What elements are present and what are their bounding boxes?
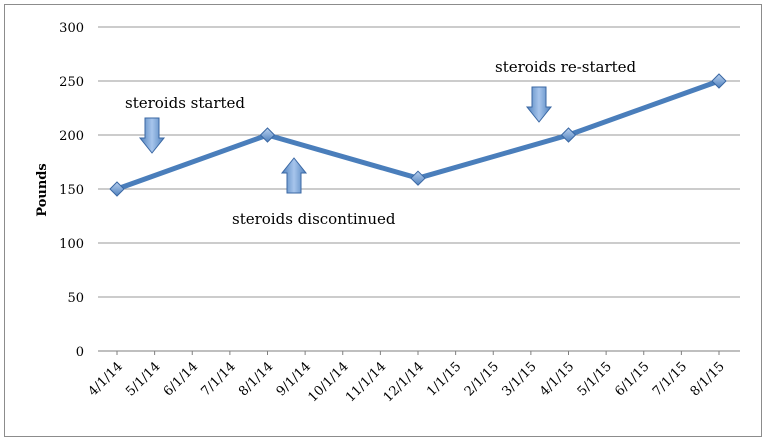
x-tick-label: 10/1/14 bbox=[306, 359, 352, 405]
y-tick-label: 200 bbox=[59, 129, 84, 144]
arrow-down-icon bbox=[525, 86, 553, 123]
x-tick-label: 11/1/14 bbox=[343, 359, 389, 405]
data-point bbox=[259, 127, 276, 143]
x-tick-label: 7/1/14 bbox=[199, 359, 239, 399]
y-tick-label: 300 bbox=[59, 21, 84, 36]
data-point bbox=[109, 181, 125, 197]
x-tick-label: 3/1/15 bbox=[500, 359, 540, 399]
y-tick-label: 150 bbox=[59, 183, 84, 198]
y-tick-label: 0 bbox=[76, 345, 84, 360]
x-tick-label: 8/1/14 bbox=[236, 359, 276, 399]
data-point bbox=[560, 127, 577, 143]
arrow-up-icon bbox=[280, 157, 308, 194]
annotation-label: steroids re-started bbox=[495, 58, 637, 76]
data-point bbox=[711, 73, 727, 89]
y-tick-label: 250 bbox=[59, 75, 84, 90]
y-tick-label: 100 bbox=[59, 237, 84, 252]
x-tick-label: 4/1/15 bbox=[537, 359, 577, 399]
x-tick-label: 7/1/15 bbox=[650, 359, 690, 399]
y-axis-label: Pounds bbox=[35, 163, 50, 216]
annotation-label: steroids started bbox=[125, 94, 245, 112]
x-tick-label: 5/1/14 bbox=[123, 359, 163, 399]
x-tick-label: 8/1/15 bbox=[688, 359, 728, 399]
x-tick-label: 6/1/14 bbox=[161, 359, 201, 399]
x-tick-label: 5/1/15 bbox=[575, 359, 615, 399]
annotation-label: steroids discontinued bbox=[232, 210, 396, 228]
arrow-down-icon bbox=[138, 117, 166, 154]
x-tick-label: 4/1/14 bbox=[86, 359, 126, 399]
x-tick-label: 12/1/14 bbox=[381, 359, 427, 405]
x-tick-label: 6/1/15 bbox=[612, 359, 652, 399]
data-point bbox=[410, 170, 426, 186]
x-tick-label: 1/1/15 bbox=[424, 359, 464, 399]
y-tick-label: 50 bbox=[67, 291, 84, 306]
x-tick-label: 2/1/15 bbox=[462, 359, 502, 399]
chart-frame bbox=[4, 4, 762, 437]
